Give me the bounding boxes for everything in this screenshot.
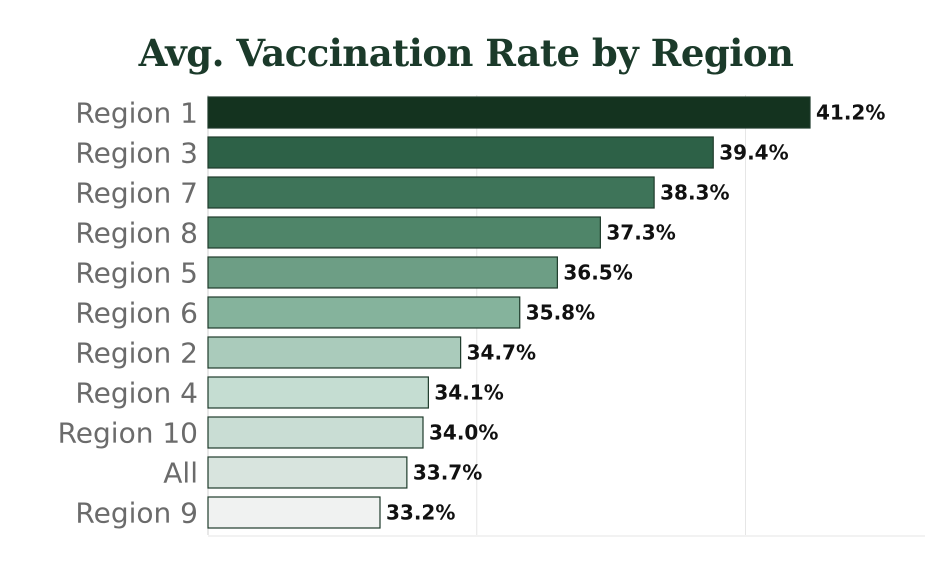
value-label: 34.7%: [467, 341, 536, 365]
category-label: Region 8: [75, 217, 198, 250]
category-label: Region 6: [75, 297, 198, 330]
value-label: 33.2%: [386, 501, 455, 525]
value-label: 35.8%: [526, 301, 595, 325]
value-label: 36.5%: [563, 261, 632, 285]
category-label: All: [163, 457, 198, 490]
bar-all: [207, 456, 408, 489]
bar-region-4: [207, 376, 429, 409]
bar-region-2: [207, 336, 462, 369]
labels-layer: Region 1 41.2% Region 3 39.4% Region 7 38.3% R…: [58, 97, 886, 530]
bar-region-3: [207, 136, 714, 169]
category-label: Region 5: [75, 257, 198, 290]
value-label: 34.0%: [429, 421, 498, 445]
category-label: Region 2: [75, 337, 198, 370]
value-label: 34.1%: [434, 381, 503, 405]
value-label: 38.3%: [660, 181, 729, 205]
bar-region-7: [207, 176, 655, 209]
bar-region-8: [207, 216, 601, 249]
bars-layer: [207, 96, 811, 529]
category-label: Region 9: [75, 497, 198, 530]
category-label: Region 4: [75, 377, 198, 410]
category-label: Region 10: [58, 417, 198, 450]
bar-region-9: [207, 496, 381, 529]
bar-region-5: [207, 256, 558, 289]
category-label: Region 3: [75, 137, 198, 170]
chart-title: Avg. Vaccination Rate by Region: [138, 31, 794, 75]
bar-region-1: [207, 96, 811, 129]
value-label: 37.3%: [606, 221, 675, 245]
category-label: Region 7: [75, 177, 198, 210]
category-label: Region 1: [75, 97, 198, 130]
bar-region-6: [207, 296, 521, 329]
value-label: 39.4%: [719, 141, 788, 165]
bar-region-10: [207, 416, 424, 449]
value-label: 41.2%: [816, 101, 885, 125]
value-label: 33.7%: [413, 461, 482, 485]
